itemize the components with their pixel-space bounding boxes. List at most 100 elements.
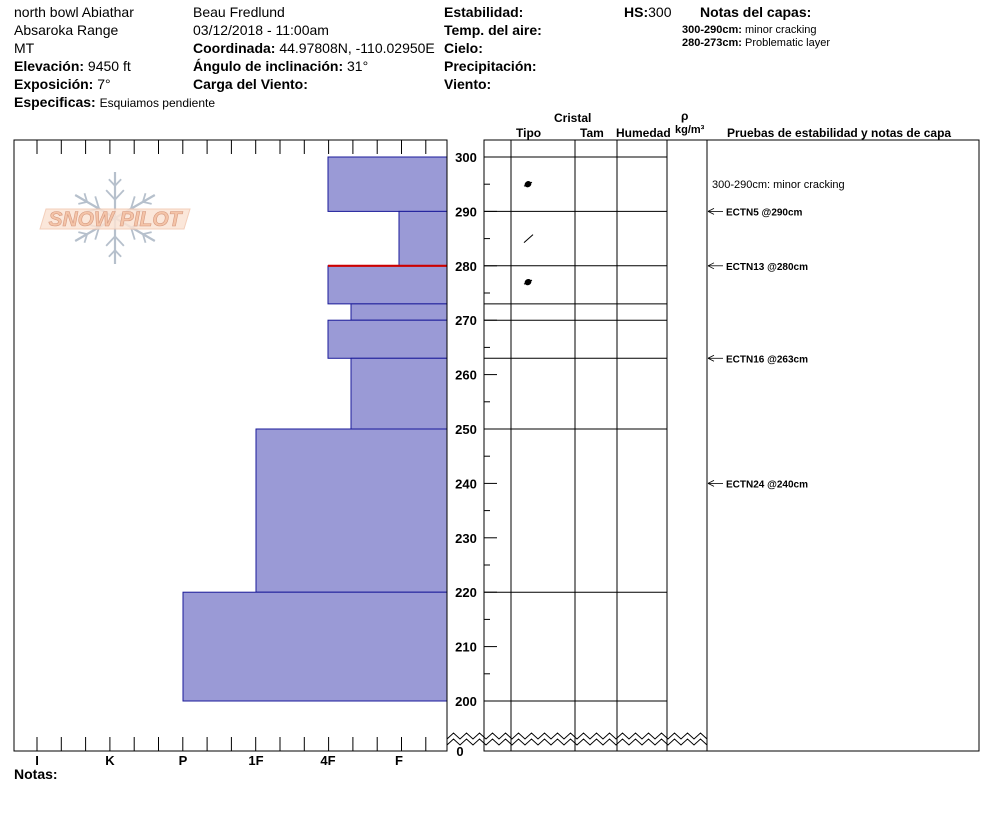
layer-note-range: 300-290cm: xyxy=(682,24,742,36)
location-name: north bowl Abiathar xyxy=(14,4,134,20)
height-label: 260 xyxy=(455,368,477,383)
height-label: 250 xyxy=(455,422,477,437)
specifics-label: Especificas: xyxy=(14,94,96,110)
layer-note-range: 280-273cm: xyxy=(682,37,742,49)
layer-note-text: minor cracking xyxy=(745,24,817,36)
slope-value: 31° xyxy=(347,58,369,74)
height-label: 200 xyxy=(455,694,477,709)
hardness-layer xyxy=(327,319,448,359)
test-label: ECTN24 @240cm xyxy=(726,479,808,490)
hardness-layer xyxy=(327,156,448,212)
logo-text: SNOW PILOT xyxy=(49,208,184,231)
hardness-frame xyxy=(13,139,448,752)
flake-branch xyxy=(78,201,88,205)
hardness-layer xyxy=(182,591,448,702)
axis-break-zigzag xyxy=(446,732,708,740)
state-name: MT xyxy=(14,40,35,56)
hardness-layer xyxy=(327,265,448,305)
height-label: 220 xyxy=(455,585,477,600)
stability-label: Estabilidad: xyxy=(444,4,524,20)
flake-branch xyxy=(78,231,88,235)
height-label: 280 xyxy=(455,259,477,274)
hardness-layer xyxy=(350,303,448,321)
flake-branch xyxy=(108,178,116,187)
table-frame xyxy=(483,139,980,752)
elevation-value: 9450 ft xyxy=(87,58,131,74)
hs-label: HS: xyxy=(624,4,649,20)
hardness-label: I xyxy=(35,753,39,768)
col-tipo: Tipo xyxy=(516,126,542,140)
layer-notes-label: Notas del capas: xyxy=(700,4,812,20)
test-label: ECTN13 @280cm xyxy=(726,262,808,273)
crystal-grid xyxy=(446,139,980,752)
layer-note-text: Problematic layer xyxy=(745,37,830,49)
test-arrow-head xyxy=(707,480,715,487)
test-label: ECTN16 @263cm xyxy=(726,354,808,365)
flake-branch xyxy=(83,193,88,203)
col-density-unit: kg/m³ xyxy=(675,124,705,136)
height-label: 230 xyxy=(455,531,477,546)
air-temp-label: Temp. del aire: xyxy=(444,22,542,38)
sky-label: Cielo: xyxy=(444,40,483,56)
slope-angle: Ángulo de inclinación: 31° xyxy=(193,58,368,75)
chart-frame xyxy=(13,139,448,752)
layer-note-2: 280-273cm: Problematic layer xyxy=(682,37,830,50)
height-label: 240 xyxy=(455,476,477,491)
axis-break-zigzag xyxy=(446,738,708,746)
flake-branch xyxy=(83,233,88,243)
specifics: Especificas: Esquiamos pendiente xyxy=(14,94,215,112)
precip-label: Precipitación: xyxy=(444,58,537,74)
elevation: Elevación: 9450 ft xyxy=(14,58,131,75)
coordinates: Coordinada: 44.97808N, -110.02950E xyxy=(193,40,435,57)
flake-branch xyxy=(108,249,116,258)
height-label: 290 xyxy=(455,204,477,219)
hardness-label: P xyxy=(179,753,188,768)
flake-branch xyxy=(142,231,152,235)
height-label: 300 xyxy=(455,150,477,165)
hardness-layers xyxy=(182,156,448,702)
coord-value: 44.97808N, -110.02950E xyxy=(279,40,435,56)
flake-branch xyxy=(142,233,147,243)
elevation-label: Elevación: xyxy=(14,58,85,74)
aspect: Exposición: 7° xyxy=(14,76,111,93)
observer-name: Beau Fredlund xyxy=(193,4,285,20)
hardness-layer xyxy=(398,210,448,267)
test-arrow-head xyxy=(707,354,715,362)
specifics-value: Esquiamos pendiente xyxy=(99,96,216,110)
flake-branch xyxy=(105,189,116,201)
height-label: 0 xyxy=(456,744,463,759)
hardness-label: 4F xyxy=(320,753,335,768)
layer-note-annotation: 300-290cm: minor cracking xyxy=(712,179,845,191)
crystal-slash-icon xyxy=(523,234,534,243)
hardness-layer xyxy=(350,357,448,430)
height-label: 270 xyxy=(455,313,477,328)
test-arrow-head xyxy=(707,262,715,270)
flake-branch xyxy=(114,178,122,187)
height-label: 210 xyxy=(455,640,477,655)
col-tam: Tam xyxy=(580,126,604,140)
snow-height: HS:300 xyxy=(624,4,671,21)
col-rho: ρ xyxy=(681,109,689,123)
layer-note-1: 300-290cm: minor cracking xyxy=(682,24,817,37)
observation-datetime: 03/12/2018 - 11:00am xyxy=(193,22,329,38)
col-tests: Pruebas de estabilidad y notas de capa xyxy=(727,126,952,140)
height-axis: 300 290 280 270 260 250 240 230 220 210 200 0 xyxy=(455,150,497,759)
hs-value: 300 xyxy=(648,4,672,20)
wind-load-label: Carga del Viento: xyxy=(193,76,308,92)
flake-branch xyxy=(114,235,125,247)
flake-branch xyxy=(105,235,116,247)
aspect-label: Exposición: xyxy=(14,76,94,92)
flake-branch xyxy=(114,189,125,201)
flake-branch xyxy=(114,249,122,258)
notes-label: Notas: xyxy=(14,766,58,782)
flake-branch xyxy=(94,196,100,210)
logo-banner xyxy=(39,208,191,230)
coord-label: Coordinada: xyxy=(193,40,276,56)
flake-branch xyxy=(142,201,152,205)
stability-tests: 300-290cm: minor cracking ECTN5 @290cm ECT… xyxy=(707,179,845,490)
flake-branch xyxy=(142,193,147,203)
crystal-rounded-stroke xyxy=(523,181,533,187)
hardness-label: K xyxy=(105,753,115,768)
hardness-layer xyxy=(255,428,448,593)
